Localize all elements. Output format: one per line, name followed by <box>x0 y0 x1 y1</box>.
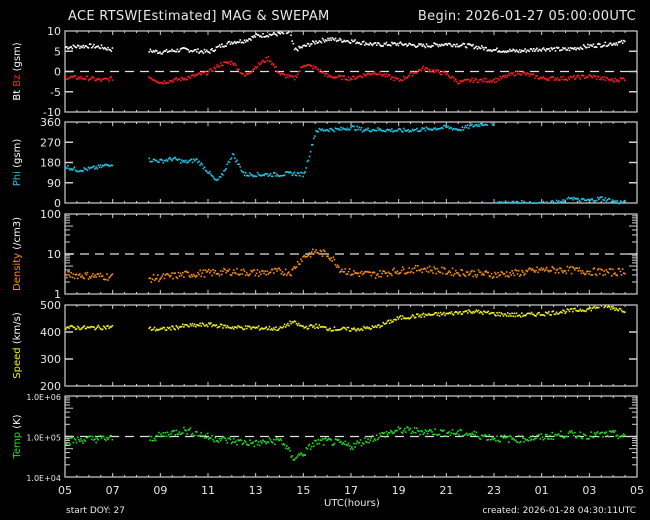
y-axis-label-speed: Speed (km/s) <box>12 312 23 379</box>
y-tick-label: 1.0E+05 <box>26 434 61 443</box>
y-tick-label: -10 <box>43 106 61 119</box>
x-tick-label: 05 <box>58 484 72 497</box>
x-tick-label: 23 <box>487 484 501 497</box>
x-tick-label: 17 <box>344 484 358 497</box>
y-axis-label-phi: Phi (gsm) <box>12 139 23 187</box>
y-tick-label: 1 <box>54 288 61 301</box>
panel-density: 100 10 1 Density (/cm3) <box>12 208 638 301</box>
y-tick-label: 10 <box>47 25 61 38</box>
x-tick-label: 01 <box>535 484 549 497</box>
y-tick-label: 5 <box>54 45 61 58</box>
y-axis-label-mag: Bt Bz (gsm) <box>12 42 23 100</box>
created-timestamp: created: 2026-01-28 04:30:11UTC <box>482 506 636 516</box>
y-tick-label: 200 <box>40 380 61 393</box>
x-tick-label: 13 <box>249 484 263 497</box>
panel-speed: 500 400 300 200 Speed (km/s) <box>12 299 638 393</box>
begin-timestamp: Begin: 2026-01-27 05:00:00UTC <box>417 9 636 24</box>
y-tick-label: 90 <box>47 177 61 190</box>
x-tick-label: 07 <box>106 484 120 497</box>
panel-mag: 10 5 0 -5 -10 Bt Bz (gsm) <box>12 25 638 119</box>
y-tick-label: 0 <box>54 66 61 79</box>
chart-title: ACE RTSW[Estimated] MAG & SWEPAM <box>68 9 330 24</box>
x-tick-label: 05 <box>630 484 644 497</box>
panel-temp: 1.0E+06 1.0E+05 1.0E+04 Temp (K) <box>12 393 638 483</box>
x-tick-label: 09 <box>153 484 167 497</box>
y-tick-label: -5 <box>50 86 61 99</box>
y-axis-label-density: Density (/cm3) <box>12 217 23 291</box>
y-tick-label: 360 <box>40 116 61 129</box>
panel-phi: 360 270 180 90 0 Phi (gsm) <box>12 116 638 210</box>
y-axis-label-temp: Temp (K) <box>12 414 23 459</box>
y-tick-label: 270 <box>40 136 61 149</box>
x-tick-label: 21 <box>439 484 453 497</box>
y-tick-label: 300 <box>40 353 61 366</box>
x-axis-label: UTC(hours) <box>324 498 380 509</box>
y-tick-label: 10 <box>47 248 61 261</box>
x-tick-label: 19 <box>392 484 406 497</box>
y-tick-label: 1.0E+06 <box>26 393 61 402</box>
y-tick-label: 0 <box>54 197 61 210</box>
y-tick-label: 1.0E+04 <box>26 474 61 483</box>
y-tick-label: 400 <box>40 326 61 339</box>
x-tick-label: 15 <box>296 484 310 497</box>
y-tick-label: 180 <box>40 157 61 170</box>
x-tick-label: 03 <box>582 484 596 497</box>
y-tick-label: 100 <box>40 208 61 221</box>
y-tick-label: 500 <box>40 299 61 312</box>
x-tick-label: 11 <box>201 484 215 497</box>
start-doy: start DOY: 27 <box>66 506 125 516</box>
